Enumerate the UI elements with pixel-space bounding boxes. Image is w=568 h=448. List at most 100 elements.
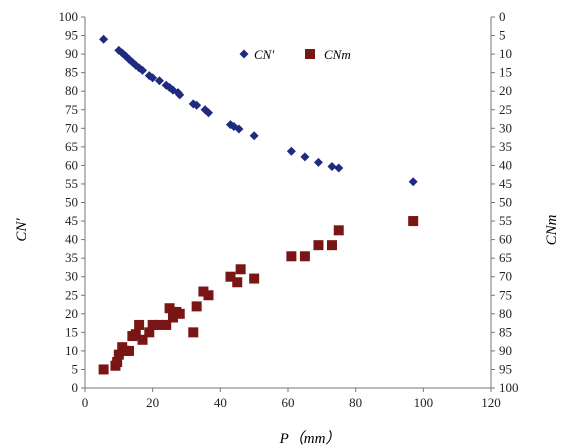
left-y-tick-label: 10 <box>65 343 78 358</box>
cn-prime-point <box>313 157 323 167</box>
left-y-tick-label: 15 <box>65 324 78 339</box>
left-y-tick-label: 45 <box>65 213 78 228</box>
cn-prime-point <box>99 34 109 44</box>
right-y-tick-label: 5 <box>499 28 506 43</box>
cn-m-point <box>333 225 344 236</box>
right-y-tick-label: 75 <box>499 287 512 302</box>
left-y-tick-label: 40 <box>65 232 78 247</box>
x-tick-label: 0 <box>82 395 89 410</box>
right-y-tick-label: 60 <box>499 232 512 247</box>
left-y-tick-label: 5 <box>72 361 79 376</box>
cn-prime-point <box>138 65 148 75</box>
left-y-tick-label: 100 <box>59 9 79 24</box>
left-y-tick-label: 35 <box>65 250 78 265</box>
right-y-tick-label: 15 <box>499 65 512 80</box>
left-y-tick-label: 25 <box>65 287 78 302</box>
cn-m-point <box>232 277 243 288</box>
legend-diamond-marker <box>239 49 249 59</box>
cn-prime-point <box>192 100 202 110</box>
cn-m-point <box>313 240 324 251</box>
cn-m-point <box>286 251 297 262</box>
right-y-tick-label: 100 <box>499 380 519 395</box>
cn-m-point <box>112 357 123 368</box>
right-y-tick-label: 80 <box>499 306 512 321</box>
series-cn-prime <box>99 34 418 187</box>
right-y-tick-label: 30 <box>499 120 512 135</box>
right-y-tick-label: 35 <box>499 139 512 154</box>
cn-m-point <box>161 319 172 330</box>
cn-m-point <box>154 319 165 330</box>
right-y-tick-label: 55 <box>499 213 512 228</box>
x-tick-label: 100 <box>414 395 434 410</box>
cn-m-point <box>130 329 141 340</box>
left-y-ticks: 0 5 10 15 20 25 30 35 40 45 50 55 60 65 70 75 80 85 90 95 10… <box>59 9 85 395</box>
cn-m-point <box>191 301 202 312</box>
left-y-tick-label: 90 <box>65 46 78 61</box>
cn-m-point <box>299 251 310 262</box>
cn-prime-point <box>154 76 164 86</box>
right-y-axis-label: CNm <box>544 214 560 245</box>
cn-m-point <box>249 273 260 284</box>
right-y-tick-label: 70 <box>499 269 512 284</box>
left-y-tick-label: 65 <box>65 139 78 154</box>
left-y-axis-label: CN′ <box>14 218 30 242</box>
cn-prime-point <box>286 146 296 156</box>
cn-prime-point <box>249 131 259 141</box>
x-tick-label: 80 <box>349 395 362 410</box>
left-y-tick-label: 85 <box>65 65 78 80</box>
left-y-tick-label: 80 <box>65 83 78 98</box>
cn-m-point <box>198 286 209 297</box>
cn-m-point <box>188 327 199 338</box>
left-y-tick-label: 55 <box>65 176 78 191</box>
left-y-tick-label: 75 <box>65 102 78 117</box>
left-y-tick-label: 20 <box>65 306 78 321</box>
legend-label-cn-m: CNm <box>324 47 351 62</box>
cn-prime-point <box>229 121 239 131</box>
cn-m-point <box>326 240 337 251</box>
cn-prime-point <box>175 90 185 100</box>
cn-m-point <box>225 271 236 282</box>
cn-prime-point <box>203 108 213 118</box>
cn-prime-point <box>327 162 337 172</box>
right-y-ticks: 1009590858075706560555045403530252015105… <box>491 9 519 395</box>
cn-m-point <box>167 312 178 323</box>
cn-prime-point <box>408 177 418 187</box>
right-y-tick-label: 50 <box>499 195 512 210</box>
right-y-tick-label: 85 <box>499 324 512 339</box>
right-y-tick-label: 20 <box>499 83 512 98</box>
cn-m-point <box>123 345 134 356</box>
left-y-tick-label: 60 <box>65 157 78 172</box>
cn-m-point <box>144 327 155 338</box>
x-tick-label: 60 <box>282 395 295 410</box>
right-y-tick-label: 10 <box>499 46 512 61</box>
right-y-tick-label: 25 <box>499 102 512 117</box>
right-y-tick-label: 40 <box>499 157 512 172</box>
x-axis-label: P（mm） <box>279 430 341 447</box>
legend-square-marker <box>305 49 315 59</box>
x-tick-label: 20 <box>146 395 159 410</box>
right-y-tick-label: 95 <box>499 361 512 376</box>
cn-prime-point <box>334 163 344 173</box>
cn-prime-point <box>300 152 310 162</box>
right-y-tick-label: 45 <box>499 176 512 191</box>
right-y-tick-label: 65 <box>499 250 512 265</box>
cn-prime-point <box>148 73 158 83</box>
left-y-tick-label: 30 <box>65 269 78 284</box>
series-cn-m <box>98 216 419 375</box>
x-ticks: 0 20 40 60 80 100 120 <box>82 388 501 410</box>
left-y-tick-label: 0 <box>72 380 79 395</box>
cn-prime-point <box>234 124 244 134</box>
left-y-tick-label: 50 <box>65 195 78 210</box>
cn-m-point <box>408 216 419 227</box>
cn-m-point <box>164 303 175 314</box>
legend-marker-cn-prime <box>239 49 249 59</box>
cn-m-point <box>113 349 124 360</box>
legend-label-cn-prime: CN′ <box>254 47 274 62</box>
cn-m-point <box>147 319 158 330</box>
legend: CN′ CNm <box>239 47 351 62</box>
left-y-tick-label: 95 <box>65 28 78 43</box>
cn-m-point <box>134 319 145 330</box>
cn-m-point <box>98 364 109 375</box>
cn-m-point <box>174 308 185 319</box>
